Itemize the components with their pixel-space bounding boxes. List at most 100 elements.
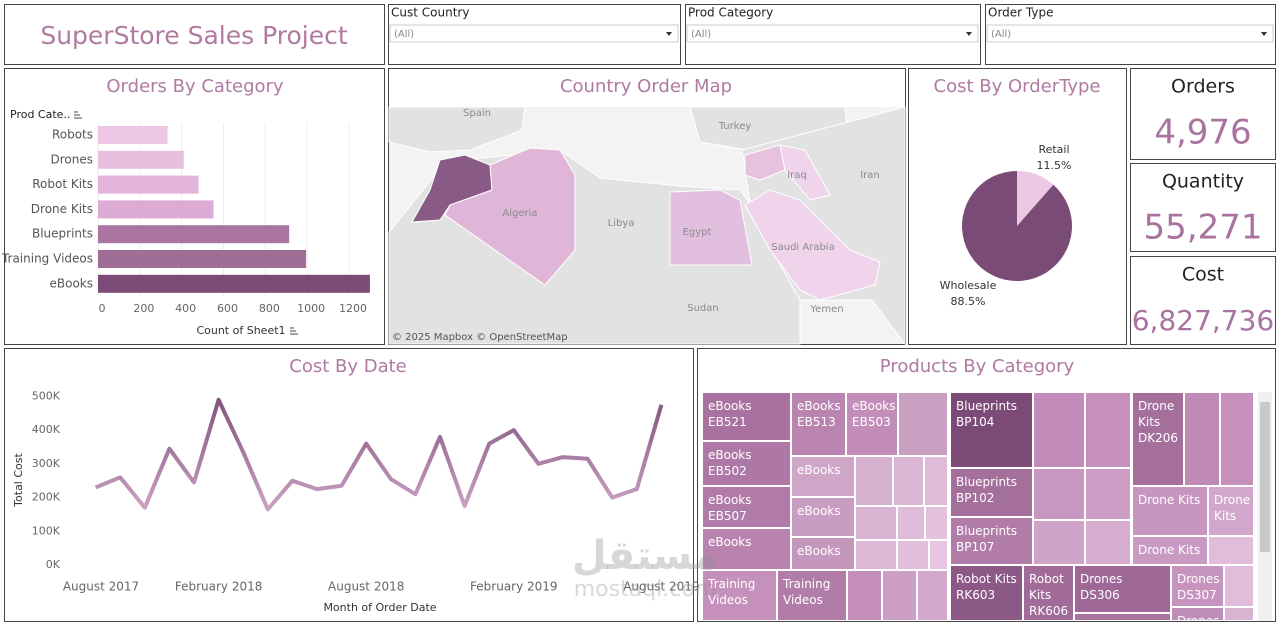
bar [98, 250, 307, 268]
panel-title: Products By Category [880, 356, 1075, 377]
bar [98, 274, 370, 293]
treemap-label: Drone Kits DK206 [1138, 399, 1179, 445]
treemap-cell [1184, 392, 1220, 486]
treemap-cell: Robot Kits RK606 [1023, 565, 1074, 621]
y-tick-label: 200K [32, 491, 61, 504]
treemap-cell: eBooks [791, 537, 855, 570]
treemap-cell [897, 540, 929, 570]
treemap-label: eBooks [708, 535, 752, 549]
map-label: Sudan [687, 303, 719, 314]
treemap-cell [898, 392, 948, 456]
treemap-label: eBooks EB507 [708, 493, 752, 523]
scrollbar-thumb[interactable] [1260, 402, 1270, 552]
y-tick-label: Robots [52, 128, 93, 142]
filter-value: (All) [691, 29, 711, 40]
treemap-cell [882, 570, 917, 621]
filter-label: Prod Category [688, 6, 773, 20]
filter-dropdown[interactable] [389, 24, 679, 43]
treemap-label: eBooks EB502 [708, 448, 752, 478]
map-label: Libya [608, 218, 635, 229]
treemap-label: eBooks [797, 463, 841, 477]
treemap-label: eBooks [797, 504, 841, 518]
slice-value: 88.5% [951, 295, 986, 308]
map-attribution: © 2025 Mapbox © OpenStreetMap [392, 332, 568, 343]
x-tick-label: February 2019 [470, 580, 558, 594]
treemap-cell [1085, 520, 1131, 565]
slice-label: Retail [1038, 143, 1069, 156]
treemap-cell [847, 570, 882, 621]
treemap-cell: eBooks EB513 [791, 392, 846, 456]
treemap-cell [1224, 565, 1254, 607]
treemap-cell: eBooks [791, 456, 855, 497]
treemap-cell: eBooks EB503 [846, 392, 898, 456]
treemap: eBooks EB521 eBooks EB513 eBooks EB503 eBoo… [702, 392, 1254, 621]
pie-slice [961, 171, 1072, 281]
treemap-cell: Drones DS306 [1074, 565, 1171, 613]
y-axis-label: Total Cost [12, 453, 25, 508]
kpi-value: 4,976 [1154, 113, 1251, 153]
y-tick-label: Drone Kits [31, 202, 93, 216]
dashboard-title: SuperStore Sales Project [40, 21, 347, 50]
treemap-cell [924, 456, 948, 506]
treemap-label: Blueprints BP104 [956, 399, 1018, 429]
treemap-cell [1033, 468, 1085, 520]
treemap-cell: eBooks EB521 [702, 392, 791, 441]
panel-title: Cost By Date [289, 356, 406, 377]
sort-icon [74, 111, 82, 119]
treemap-cell [1085, 468, 1131, 520]
y-tick-label: Blueprints [32, 227, 93, 241]
treemap-label: eBooks [797, 544, 841, 558]
row-header: Prod Cate.. [10, 108, 70, 121]
treemap-cell [1085, 392, 1131, 468]
sort-icon [290, 327, 298, 335]
x-tick-label: February 2018 [175, 580, 263, 594]
treemap-cell: Drone Kits [1132, 486, 1208, 536]
treemap-cell: Training Videos [702, 570, 777, 621]
treemap-label: eBooks EB503 [852, 399, 896, 429]
map-label: Turkey [718, 121, 752, 132]
treemap-label: Drones [1177, 614, 1220, 621]
filter-dropdown[interactable] [986, 24, 1274, 43]
bar [98, 126, 168, 144]
x-tick-label: August 2017 [63, 580, 139, 594]
pie-slice [1017, 171, 1054, 226]
x-tick-label: 1200 [339, 302, 367, 315]
treemap-cell: Drone Kits [1132, 536, 1208, 565]
treemap-cell [855, 456, 893, 506]
panel-borders [4, 4, 1276, 622]
y-tick-label: 0K [46, 558, 61, 571]
filter-dropdown[interactable] [686, 24, 979, 43]
x-axis-label: Count of Sheet1 [196, 324, 285, 337]
kpi-value: 55,271 [1144, 208, 1263, 248]
treemap-cell: Training Videos [777, 570, 847, 621]
treemap-cell: eBooks [791, 497, 855, 537]
treemap-label: Training Videos [708, 577, 756, 607]
treemap-cell: eBooks EB507 [702, 486, 791, 528]
filter-value: (All) [991, 29, 1011, 40]
treemap-cell: Robot Kits RK603 [950, 565, 1023, 621]
dropdown-arrow [1261, 32, 1267, 36]
treemap-label: Drone Kits [1214, 493, 1251, 523]
treemap-cell [897, 506, 925, 540]
x-tick-label: 1000 [297, 302, 325, 315]
x-tick-label: 0 [99, 302, 106, 315]
slice-label: Wholesale [940, 279, 997, 292]
treemap-cell [855, 506, 897, 540]
kpi-label: Orders [1171, 76, 1235, 98]
bar [98, 175, 199, 194]
y-tick-label: 400K [32, 423, 61, 436]
dropdown-arrow [666, 32, 672, 36]
x-axis-label: Month of Order Date [323, 601, 436, 614]
panel-title: Orders By Category [106, 76, 284, 97]
treemap-cell: Drones [1171, 607, 1224, 621]
kpi-value: 6,827,736 [1132, 304, 1275, 337]
treemap-cell: Blueprints BP107 [950, 517, 1033, 565]
y-tick-label: Robot Kits [32, 177, 93, 191]
treemap-cell: eBooks EB502 [702, 441, 791, 486]
panel-title: Country Order Map [560, 76, 732, 97]
treemap-cell [1033, 392, 1085, 468]
y-tick-label: Drones [51, 152, 94, 166]
filter-label: Cust Country [391, 6, 469, 20]
